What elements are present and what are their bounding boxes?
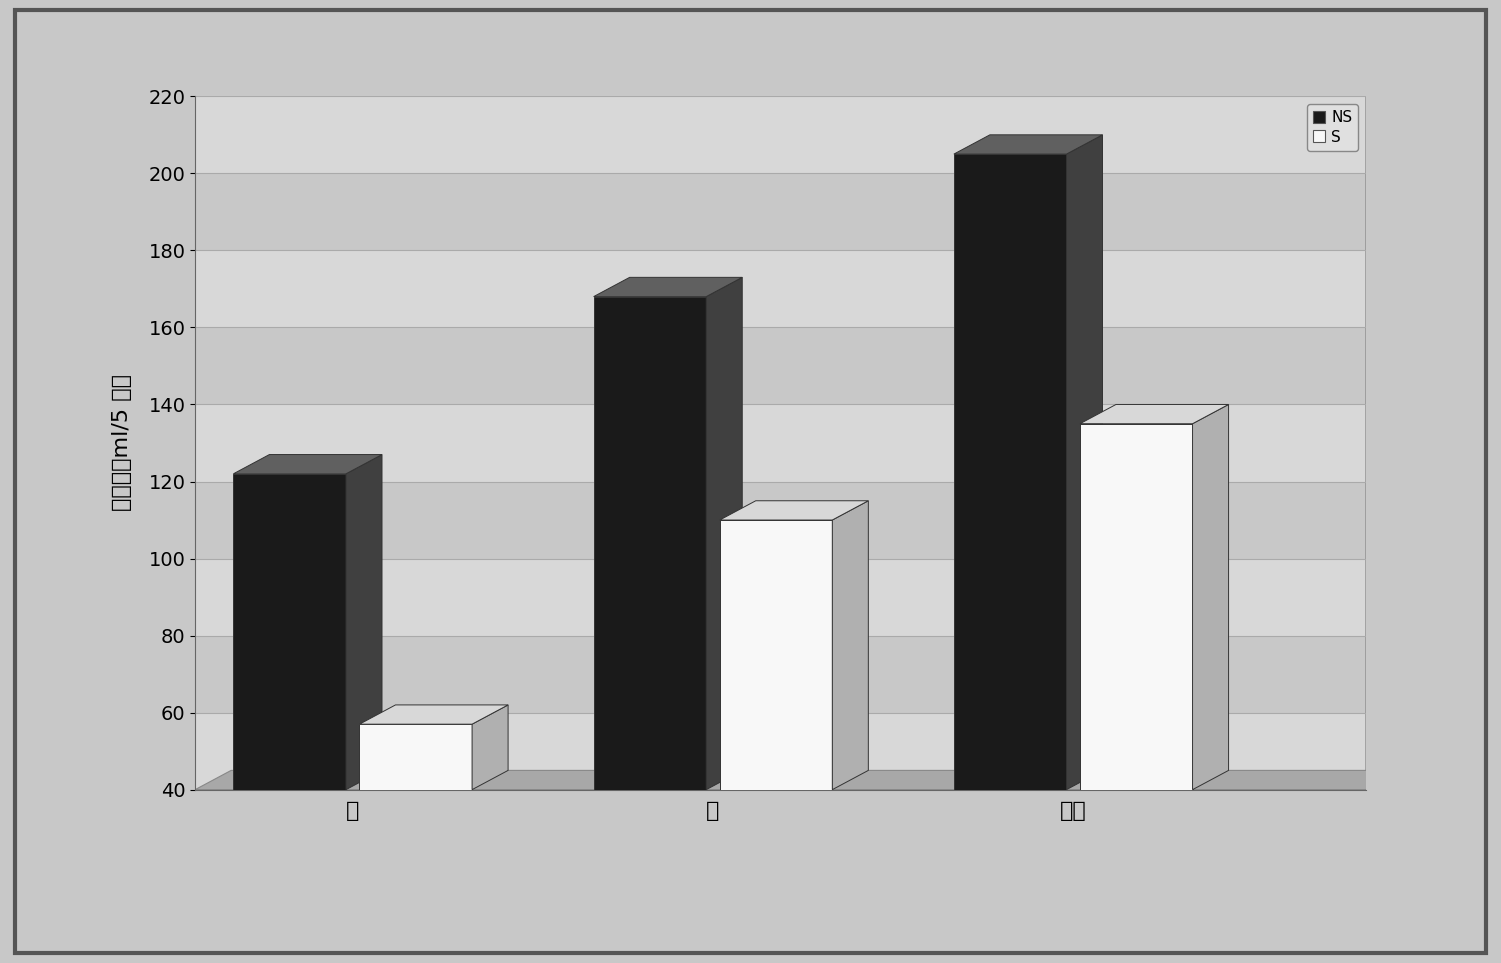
- Polygon shape: [234, 474, 345, 790]
- Polygon shape: [360, 705, 507, 724]
- Polygon shape: [1079, 404, 1228, 424]
- Polygon shape: [705, 277, 741, 790]
- Bar: [195, 327, 1366, 404]
- Polygon shape: [1067, 135, 1102, 790]
- Polygon shape: [360, 724, 471, 790]
- Bar: [195, 404, 1366, 482]
- Bar: [195, 636, 1366, 713]
- Polygon shape: [720, 520, 833, 790]
- Polygon shape: [1192, 404, 1228, 790]
- Polygon shape: [955, 135, 1102, 154]
- Polygon shape: [1079, 424, 1192, 790]
- Polygon shape: [471, 705, 507, 790]
- Legend: NS, S: NS, S: [1306, 104, 1358, 151]
- Bar: [195, 713, 1366, 790]
- Bar: [195, 559, 1366, 636]
- Polygon shape: [195, 770, 1402, 790]
- Y-axis label: 水利用（ml/5 天）: 水利用（ml/5 天）: [111, 375, 132, 511]
- Polygon shape: [234, 455, 381, 474]
- Polygon shape: [593, 277, 741, 297]
- Polygon shape: [195, 77, 1402, 96]
- Polygon shape: [833, 501, 868, 790]
- Polygon shape: [345, 455, 381, 790]
- Polygon shape: [1366, 77, 1402, 790]
- Polygon shape: [955, 154, 1067, 790]
- Bar: [195, 250, 1366, 327]
- Bar: [195, 482, 1366, 559]
- Polygon shape: [593, 297, 705, 790]
- Bar: [195, 96, 1366, 173]
- Bar: [195, 173, 1366, 250]
- Polygon shape: [720, 501, 868, 520]
